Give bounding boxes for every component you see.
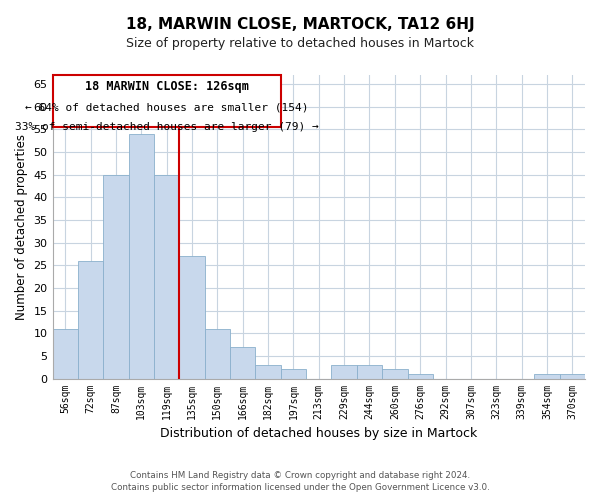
Bar [154, 174, 179, 378]
Bar [103, 174, 128, 378]
Text: 33% of semi-detached houses are larger (79) →: 33% of semi-detached houses are larger (… [15, 122, 319, 132]
Bar [407, 374, 433, 378]
Bar [382, 370, 407, 378]
Bar [179, 256, 205, 378]
Text: Contains HM Land Registry data © Crown copyright and database right 2024.: Contains HM Land Registry data © Crown c… [130, 471, 470, 480]
Text: Size of property relative to detached houses in Martock: Size of property relative to detached ho… [126, 38, 474, 51]
Text: ← 64% of detached houses are smaller (154): ← 64% of detached houses are smaller (15… [25, 102, 308, 113]
X-axis label: Distribution of detached houses by size in Martock: Distribution of detached houses by size … [160, 427, 478, 440]
Bar [281, 370, 306, 378]
Bar [357, 365, 382, 378]
Bar [331, 365, 357, 378]
Text: Contains public sector information licensed under the Open Government Licence v3: Contains public sector information licen… [110, 484, 490, 492]
Bar [53, 328, 78, 378]
Bar [205, 328, 230, 378]
Bar [78, 261, 103, 378]
Text: 18 MARWIN CLOSE: 126sqm: 18 MARWIN CLOSE: 126sqm [85, 80, 248, 93]
Bar [128, 134, 154, 378]
Bar [534, 374, 560, 378]
Bar [230, 347, 256, 378]
Text: 18, MARWIN CLOSE, MARTOCK, TA12 6HJ: 18, MARWIN CLOSE, MARTOCK, TA12 6HJ [125, 18, 475, 32]
Bar [560, 374, 585, 378]
Bar [256, 365, 281, 378]
Y-axis label: Number of detached properties: Number of detached properties [15, 134, 28, 320]
